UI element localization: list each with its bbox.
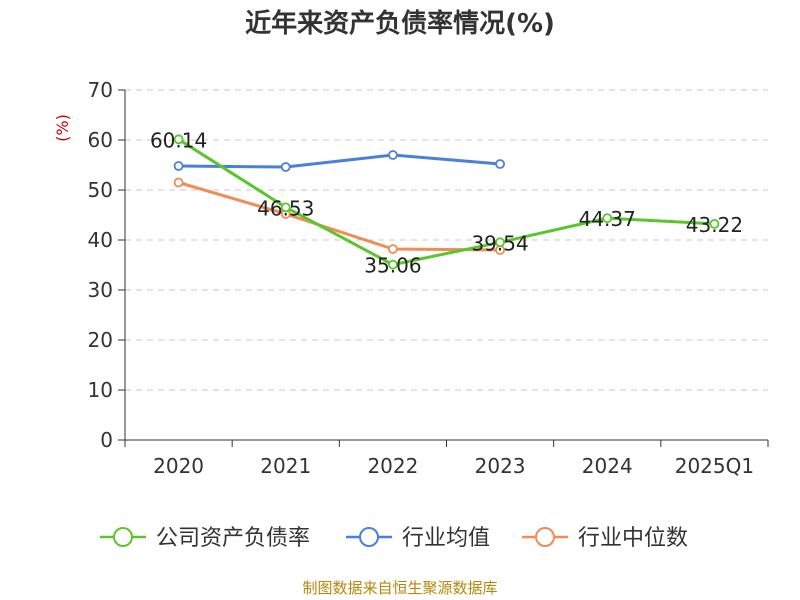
data-label: 46.53 — [257, 196, 314, 220]
data-point — [173, 134, 184, 145]
legend-item-0: 公司资产负债率 — [100, 526, 310, 551]
x-tick-label: 2020 — [153, 454, 204, 478]
legend-label: 行业均值 — [402, 526, 490, 551]
y-axis-label: (%) — [53, 114, 72, 142]
data-label: 35.06 — [364, 254, 421, 278]
y-tick-label: 30 — [88, 278, 113, 302]
legend-marker — [359, 527, 379, 547]
legend-item-2: 行业中位数 — [522, 526, 688, 551]
data-point — [495, 237, 505, 248]
x-tick-label: 2024 — [582, 454, 633, 478]
legend-marker — [113, 527, 133, 547]
data-point — [280, 202, 291, 213]
y-tick-label: 40 — [88, 228, 113, 252]
y-tick-label: 50 — [88, 178, 113, 202]
data-labels: 60.14 46.53 35.06 39.54 44.37 43.22 — [150, 128, 743, 277]
data-point — [173, 177, 184, 188]
series-lines — [173, 134, 720, 270]
legend-label: 行业中位数 — [578, 526, 688, 551]
data-label: 43.22 — [686, 213, 743, 237]
data-point — [388, 150, 398, 160]
legend-label: 公司资产负债率 — [156, 526, 310, 551]
axes: 0 10 20 30 40 50 60 70 (%) 2020 2021 2022 2023 2024 20… — [53, 78, 769, 478]
chart-title: 近年来资产负债率情况(%) — [245, 9, 555, 39]
legend: 公司资产负债率 行业均值 行业中位数 — [100, 526, 688, 551]
x-tick-label: 2021 — [260, 454, 311, 478]
data-point — [173, 161, 184, 171]
x-tick-label: 2025Q1 — [675, 454, 754, 478]
legend-marker — [535, 527, 555, 547]
data-label: 60.14 — [150, 128, 207, 152]
source-note: 制图数据来自恒生聚源数据库 — [302, 579, 498, 597]
data-point — [280, 162, 291, 172]
data-point — [495, 159, 505, 169]
series-line-2 — [178, 181, 501, 252]
data-point — [388, 259, 398, 270]
x-tick-label: 2023 — [475, 454, 526, 478]
legend-item-1: 行业均值 — [346, 526, 490, 551]
data-point — [709, 218, 720, 229]
data-point — [602, 213, 613, 224]
x-tick-label: 2022 — [367, 454, 418, 478]
y-tick-label: 10 — [88, 378, 113, 402]
series-line-0 — [177, 138, 715, 267]
data-point — [388, 244, 398, 254]
data-label: 39.54 — [471, 231, 528, 255]
y-tick-label: 20 — [88, 328, 113, 352]
y-tick-label: 70 — [88, 78, 113, 102]
grid-lines — [125, 89, 768, 391]
data-label: 44.37 — [579, 207, 636, 231]
y-tick-label: 0 — [100, 428, 113, 452]
series-line-1 — [178, 153, 501, 169]
y-tick-label: 60 — [88, 128, 113, 152]
